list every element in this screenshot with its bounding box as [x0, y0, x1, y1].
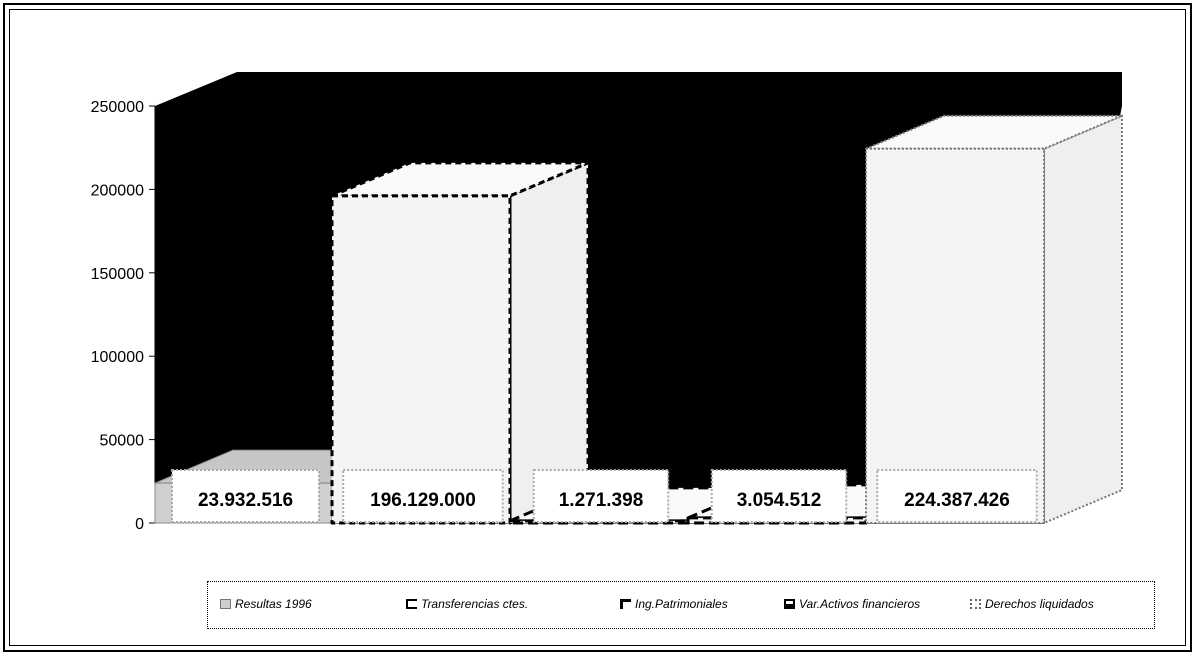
bar-top	[330, 161, 590, 198]
legend-item-derechos: Derechos liquidados	[970, 597, 1094, 611]
bar-top	[865, 114, 1123, 150]
legend-swatch-icon	[620, 599, 631, 609]
legend-item-activos: Var.Activos financieros	[784, 597, 920, 611]
data-label: 3.054.512	[710, 469, 848, 523]
bar	[330, 161, 590, 525]
legend-label: Resultas 1996	[235, 597, 312, 611]
legend: Resultas 1996 Transferencias ctes. Ing.P…	[207, 581, 1155, 629]
data-label-box	[171, 469, 320, 523]
bar-side	[1043, 114, 1123, 524]
legend-item-transferencias: Transferencias ctes.	[406, 597, 528, 611]
data-label-box	[342, 469, 504, 523]
legend-swatch-icon	[784, 599, 795, 609]
data-label: 23.932.516	[171, 469, 320, 523]
data-label: 1.271.398	[532, 469, 670, 523]
outer-frame	[3, 3, 1192, 652]
y-tick-label: 250000	[91, 99, 144, 116]
y-tick-label: 150000	[91, 266, 144, 283]
legend-swatch-icon	[970, 599, 981, 609]
data-label-text: 224.387.426	[904, 490, 1010, 511]
data-label: 224.387.426	[876, 469, 1038, 523]
bar-front	[865, 147, 1045, 524]
y-tick-label: 0	[135, 516, 144, 533]
legend-swatch-icon	[406, 599, 417, 609]
legend-label: Var.Activos financieros	[799, 597, 921, 611]
data-label-box	[710, 469, 848, 523]
bar-side	[508, 161, 590, 525]
inner-frame	[9, 9, 1186, 646]
data-label-text: 23.932.516	[198, 490, 293, 511]
data-labels: 23.932.516 196.129.000 1.271.398 3.054.512 2…	[171, 469, 1038, 523]
y-tick-label: 200000	[91, 182, 144, 199]
data-label-text: 1.271.398	[559, 490, 644, 511]
data-label: 196.129.000	[342, 469, 504, 523]
legend-label: Ing.Patrimoniales	[635, 597, 728, 611]
bar	[865, 114, 1123, 524]
legend-label: Derechos liquidados	[985, 597, 1094, 611]
data-label-text: 3.054.512	[737, 490, 822, 511]
data-label-text: 196.129.000	[370, 490, 476, 511]
legend-label: Transferencias ctes.	[421, 597, 529, 611]
y-tick-label: 50000	[100, 433, 145, 450]
legend-item-patrimoniales: Ing.Patrimoniales	[620, 597, 728, 611]
y-tick-label: 100000	[91, 349, 144, 366]
data-label-box	[876, 469, 1038, 523]
legend-swatch-icon	[220, 599, 231, 609]
data-label-box	[532, 469, 670, 523]
legend-item-resultas: Resultas 1996	[220, 597, 312, 611]
